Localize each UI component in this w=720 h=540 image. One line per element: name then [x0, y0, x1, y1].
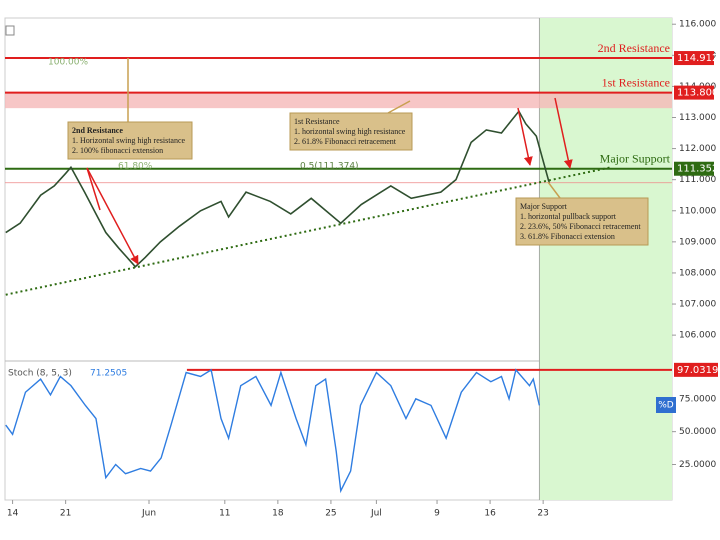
price-tag-text: 113.800: [677, 88, 718, 99]
series-tag-text: %D: [658, 401, 674, 411]
x-tick-label: Jun: [141, 509, 156, 519]
fib-label: 61.80%: [118, 162, 153, 172]
series-tag: [656, 397, 676, 413]
level-name: 2nd Resistance: [598, 41, 670, 55]
trendline: [5, 166, 612, 296]
marks: 106.000 107.000 108.000 109.000 110.000 111.0…: [5, 18, 718, 519]
fib-label: 100.00%: [48, 58, 88, 68]
note-text: 2nd Resistance: [72, 126, 123, 135]
x-tick-label: 23: [537, 509, 548, 519]
y-tick-label: 107.000: [679, 300, 716, 310]
y-tick-label: 25.0000: [679, 460, 716, 470]
y-tick-label: 111.000: [679, 175, 716, 185]
annotation-shape: [547, 181, 561, 199]
price-tag-text: 97.0319: [677, 365, 718, 376]
note-text: 2. 23.6%, 50% Fibonacci retracement: [520, 222, 641, 231]
level-name: Major Support: [600, 151, 671, 165]
price-tag: [674, 51, 714, 66]
annotation-shape: [517, 107, 533, 166]
y-tick-label: 108.000: [679, 268, 716, 278]
note-box: [289, 112, 413, 151]
annotation-shape: [86, 167, 139, 265]
x-tick-label: 11: [219, 509, 230, 519]
x-tick-label: 9: [434, 509, 440, 519]
stochastic-line: [5, 368, 541, 494]
note-box: [67, 121, 193, 160]
y-tick-label: 113.000: [679, 113, 716, 123]
x-tick-label: 25: [325, 509, 336, 519]
y-tick-label: 109.000: [679, 237, 716, 247]
y-tick-label: 75.0000: [679, 394, 716, 404]
note-text: Major Support: [520, 202, 568, 211]
note-text: 2. 61.8% Fibonacci retracement: [294, 137, 397, 146]
y-tick-label: 50.0000: [679, 427, 716, 437]
note-text: 1st Resistance: [294, 117, 340, 126]
note-text: 1. horizontal swing high resistance: [294, 127, 406, 136]
y-tick-label: 110.000: [679, 206, 716, 216]
price-tag: [674, 85, 714, 100]
y-tick-label: 116.000: [679, 20, 716, 30]
price-tag-text: 111.352: [677, 164, 718, 175]
note-text: 1. horizontal pullback support: [520, 212, 617, 221]
price-tag: [674, 362, 718, 377]
x-tick-label: 16: [484, 509, 496, 519]
note-box: [515, 197, 649, 246]
annotation-shape: [387, 100, 411, 114]
stoch-legend: Stoch (8, 5, 3): [8, 369, 72, 379]
stoch-value: 71.2505: [90, 369, 127, 379]
projection-zone: [539, 18, 672, 500]
level-name: 1st Resistance: [602, 75, 670, 89]
y-tick-label: 106.000: [679, 331, 716, 341]
annotation-shape: [86, 167, 101, 211]
price-tag-text: 114.912: [677, 53, 718, 64]
note-text: 1. Horizontal swing high resistance: [72, 136, 186, 145]
annotation-shape: [554, 97, 573, 169]
x-tick-label: 18: [272, 509, 284, 519]
price-line: [5, 109, 550, 268]
y-tick-label: 112.000: [679, 144, 716, 154]
note-text: 2. 100% fibonacci extension: [72, 146, 163, 155]
x-tick-label: 21: [60, 509, 71, 519]
collapse-icon[interactable]: [5, 25, 15, 36]
resistance-zone: [5, 92, 672, 109]
fib-label: 0.5(111.374): [300, 162, 359, 172]
note-text: 3. 61.8% Fibonacci extension: [520, 232, 615, 241]
x-tick-label: 14: [7, 509, 19, 519]
x-tick-label: Jul: [370, 509, 382, 519]
annotations: 2nd Resistance 1. Horizontal swing high …: [8, 58, 676, 413]
price-tag: [674, 161, 714, 176]
